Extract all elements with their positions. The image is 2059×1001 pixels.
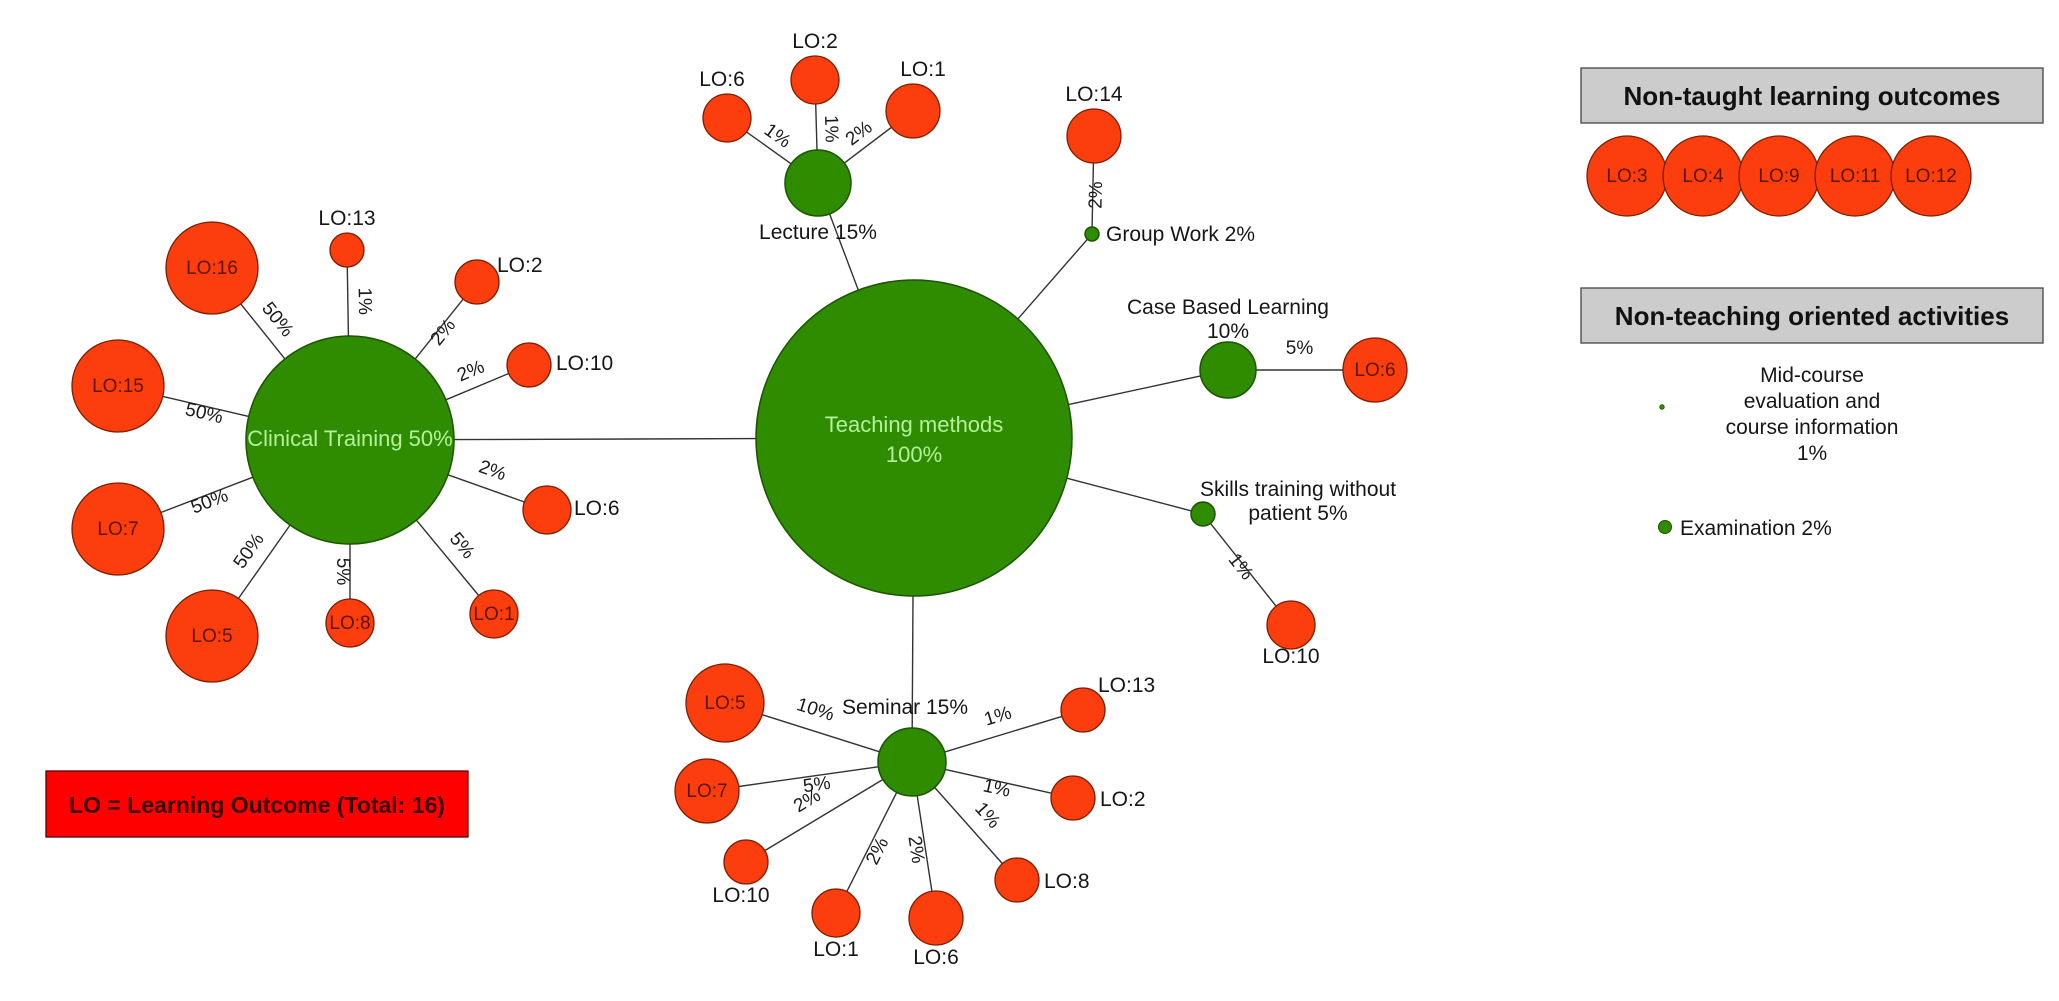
svg-text:LO:10: LO:10	[1262, 645, 1319, 668]
svg-text:LO:4: LO:4	[1682, 166, 1724, 187]
svg-text:LO:1: LO:1	[813, 938, 859, 961]
svg-text:LO:15: LO:15	[92, 376, 144, 397]
svg-text:LO:10: LO:10	[712, 884, 769, 907]
svg-text:1%: 1%	[1797, 442, 1827, 465]
svg-text:2%: 2%	[1086, 181, 1108, 209]
svg-text:LO:14: LO:14	[1065, 83, 1123, 106]
svg-text:LO:2: LO:2	[497, 254, 543, 277]
svg-text:LO:7: LO:7	[97, 519, 138, 540]
svg-text:2%: 2%	[903, 835, 928, 865]
svg-text:LO:8: LO:8	[1044, 870, 1090, 893]
svg-text:LO:5: LO:5	[704, 693, 745, 714]
svg-text:LO:9: LO:9	[1758, 166, 1799, 187]
svg-text:Group Work 2%: Group Work 2%	[1106, 223, 1255, 246]
svg-text:LO:6: LO:6	[913, 946, 959, 969]
svg-text:LO:1: LO:1	[473, 604, 514, 625]
svg-text:Seminar 15%: Seminar 15%	[842, 696, 968, 719]
svg-text:LO:6: LO:6	[1354, 360, 1395, 381]
svg-text:LO:13: LO:13	[1098, 674, 1155, 697]
svg-text:5%: 5%	[332, 558, 353, 586]
svg-text:LO:5: LO:5	[191, 626, 232, 647]
svg-text:LO:7: LO:7	[686, 781, 727, 802]
svg-text:evaluation and: evaluation and	[1744, 390, 1881, 413]
svg-text:LO:6: LO:6	[574, 497, 620, 520]
svg-text:1%: 1%	[820, 115, 842, 143]
svg-text:LO:13: LO:13	[318, 207, 375, 230]
svg-text:Mid-course: Mid-course	[1760, 364, 1864, 387]
svg-text:LO = Learning Outcome (Total:: LO = Learning Outcome (Total: 16)	[69, 792, 445, 818]
svg-text:5%: 5%	[1286, 338, 1314, 359]
svg-text:Lecture 15%: Lecture 15%	[759, 221, 877, 244]
svg-text:course information: course information	[1726, 416, 1899, 439]
svg-text:Case Based Learning: Case Based Learning	[1127, 296, 1329, 319]
svg-text:Clinical Training 50%: Clinical Training 50%	[247, 426, 452, 451]
svg-text:patient 5%: patient 5%	[1248, 502, 1347, 525]
svg-text:Examination 2%: Examination 2%	[1680, 517, 1832, 540]
svg-text:LO:1: LO:1	[900, 58, 946, 81]
svg-text:1%: 1%	[354, 287, 375, 315]
svg-text:LO:11: LO:11	[1830, 166, 1880, 187]
svg-text:LO:2: LO:2	[792, 30, 838, 53]
svg-text:LO:3: LO:3	[1606, 166, 1647, 187]
svg-text:10%: 10%	[1207, 320, 1249, 343]
svg-text:LO:2: LO:2	[1100, 788, 1146, 811]
svg-text:Skills training without: Skills training without	[1200, 478, 1396, 501]
svg-text:Non-teaching oriented activiti: Non-teaching oriented activities	[1615, 301, 2009, 331]
svg-text:100%: 100%	[886, 442, 942, 467]
svg-text:LO:8: LO:8	[329, 613, 370, 634]
svg-text:LO:6: LO:6	[699, 68, 745, 91]
svg-text:LO:16: LO:16	[186, 258, 238, 279]
svg-text:Teaching methods: Teaching methods	[825, 412, 1004, 437]
svg-text:LO:12: LO:12	[1905, 166, 1957, 187]
svg-text:LO:10: LO:10	[556, 352, 613, 375]
svg-text:Non-taught learning outcomes: Non-taught learning outcomes	[1624, 81, 2001, 111]
